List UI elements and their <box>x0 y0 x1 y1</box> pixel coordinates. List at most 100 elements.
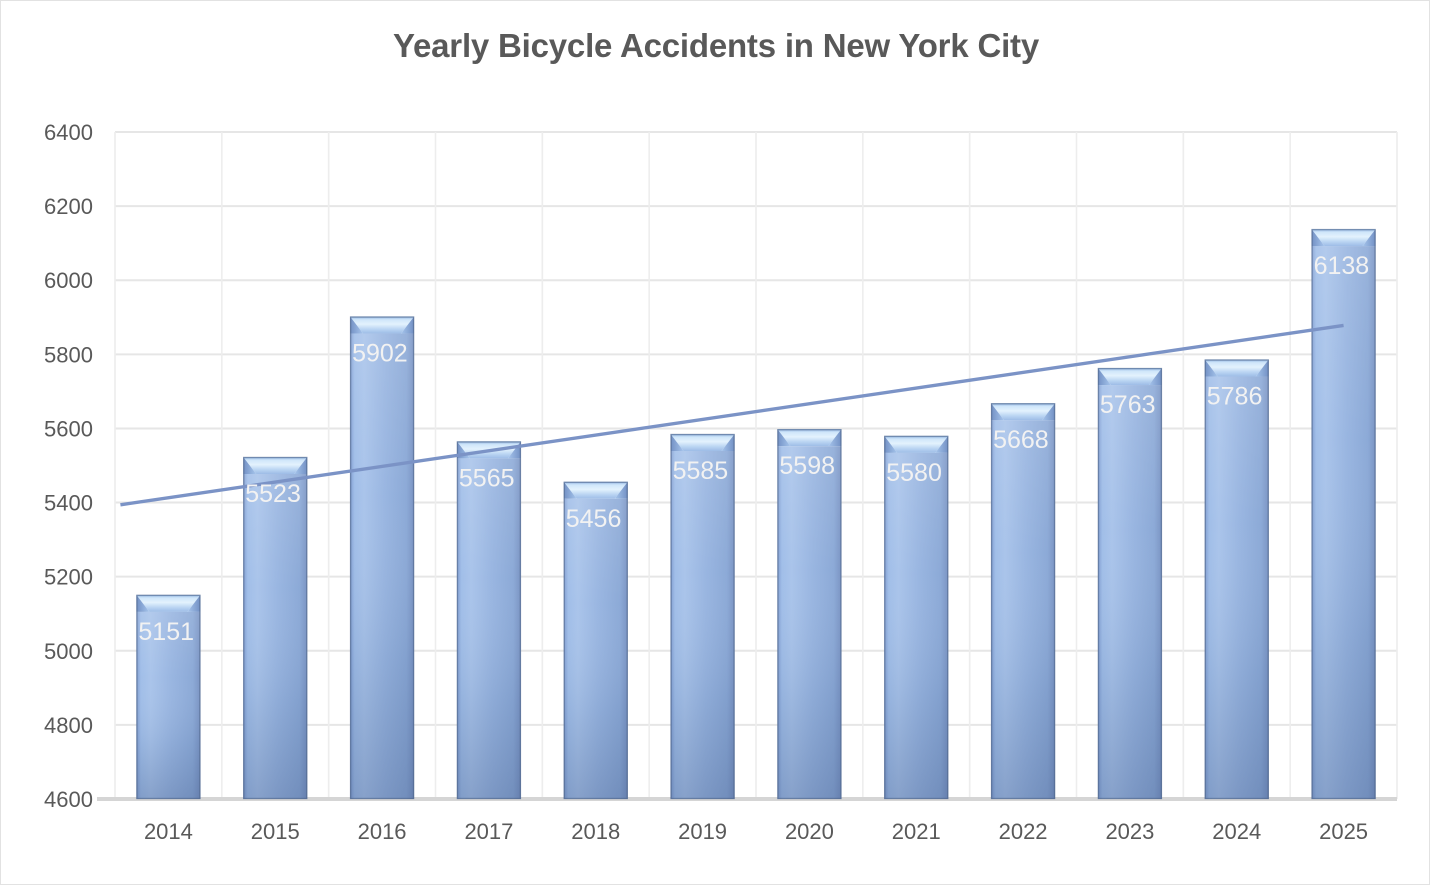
bar-outline <box>1204 359 1269 800</box>
x-axis-tick-labels: 2014 2015 2016 2017 2018 2019 2020 2021 2022 2023… <box>144 819 1368 844</box>
y-axis-tick-label: 5000 <box>44 639 93 664</box>
bar-series <box>136 228 1376 800</box>
x-axis-tick-label: 2019 <box>678 819 727 844</box>
bar-outline <box>884 435 949 800</box>
bar-bevel-right <box>935 435 949 453</box>
bar[interactable] <box>1204 359 1269 800</box>
x-axis-tick-label: 2014 <box>144 819 193 844</box>
bar[interactable] <box>136 594 201 800</box>
bar-shading <box>563 498 628 799</box>
bar-top-cap <box>136 594 201 612</box>
bar-bevel-right <box>401 316 415 334</box>
bar-data-label: 5456 <box>566 505 622 533</box>
bar-outline <box>1311 228 1376 800</box>
bar-bevel-left <box>1204 359 1218 377</box>
bar-shading <box>991 420 1056 799</box>
chart-title: Yearly Bicycle Accidents in New York Cit… <box>393 27 1039 64</box>
bar-top-cap <box>563 481 628 499</box>
bar-bevel-right <box>1042 403 1056 421</box>
trendline <box>120 323 1344 507</box>
bar-outline <box>349 316 415 800</box>
bar-outline <box>563 481 628 800</box>
bar-bevel-left <box>350 316 364 334</box>
bar-shading <box>243 473 308 799</box>
bar-data-label: 5585 <box>673 457 729 485</box>
bar-data-label: 6138 <box>1314 252 1370 280</box>
bar-outline <box>456 441 522 800</box>
bar-top-cap <box>1311 229 1376 247</box>
bar-data-label: 5763 <box>1100 391 1156 419</box>
bar-shading <box>777 446 842 799</box>
bar-top-cap <box>777 429 842 447</box>
bar-top-cap <box>1204 359 1269 377</box>
x-axis-tick-label: 2024 <box>1212 819 1261 844</box>
bar-bevel-right <box>721 434 735 452</box>
bar-top-cap <box>884 435 949 453</box>
y-axis-tick-label: 5200 <box>44 565 93 590</box>
y-axis-tick-label: 4600 <box>44 787 93 812</box>
bar[interactable] <box>884 435 949 800</box>
x-axis-tick-label: 2015 <box>251 819 300 844</box>
bar-outline <box>243 456 308 800</box>
x-axis-tick-label: 2016 <box>358 819 407 844</box>
bar-top-cap <box>991 403 1056 421</box>
bar-outline <box>777 428 842 800</box>
bar-data-label: 5565 <box>459 464 515 492</box>
x-axis-tick-label: 2022 <box>999 819 1048 844</box>
y-axis-tick-label: 4800 <box>44 713 93 738</box>
bar-shading <box>136 611 201 799</box>
vertical-gridlines <box>114 132 1398 799</box>
bar[interactable] <box>670 433 735 800</box>
bar-bevel-left <box>563 481 577 499</box>
bar[interactable] <box>563 481 628 800</box>
bar-data-label: 5598 <box>779 452 835 480</box>
y-axis-tick-label: 6200 <box>44 194 93 219</box>
x-axis-tick-label: 2018 <box>571 819 620 844</box>
bar-data-label: 5668 <box>993 426 1049 454</box>
bar[interactable] <box>243 456 308 800</box>
bar-outline <box>670 433 735 800</box>
bar-bevel-right <box>1148 368 1162 386</box>
bar-bevel-left <box>1097 368 1111 386</box>
bar-data-labels: 5151 5523 5902 5565 5456 5585 5598 5580 5668 5763… <box>138 252 1369 646</box>
bar-bevel-left <box>670 434 684 452</box>
y-axis-tick-label: 6000 <box>44 268 93 293</box>
bar-bevel-right <box>828 429 842 447</box>
bar[interactable] <box>349 316 415 800</box>
bar-bevel-right <box>614 481 628 499</box>
bar[interactable] <box>990 403 1056 800</box>
bar-data-label: 5580 <box>886 459 942 487</box>
bar-outline <box>136 594 201 800</box>
x-axis-tick-label: 2023 <box>1105 819 1154 844</box>
bar-outline <box>990 403 1056 800</box>
bar-data-label: 5523 <box>245 480 301 508</box>
bar-shading <box>884 452 949 799</box>
bar-data-label: 5786 <box>1207 383 1263 411</box>
bar-shading <box>670 451 735 799</box>
y-axis-tick-label: 5400 <box>44 491 93 516</box>
bar[interactable] <box>1311 228 1376 800</box>
bar[interactable] <box>1097 367 1163 800</box>
x-axis-tick-label: 2017 <box>464 819 513 844</box>
bar-shading <box>1204 376 1269 799</box>
bar-outline <box>1097 367 1163 800</box>
bar-bevel-right <box>187 594 201 612</box>
bar-shading <box>456 458 521 799</box>
bar-bevel-right <box>294 456 308 474</box>
bar-data-label: 5151 <box>138 618 194 646</box>
bar-bevel-right <box>1362 229 1376 247</box>
bar[interactable] <box>777 428 842 800</box>
bar-bevel-left <box>991 403 1005 421</box>
bar-shading <box>1311 246 1376 799</box>
y-axis-tick-labels: 6400 6200 6000 5800 5600 5400 5200 5000 4800 4600 <box>44 120 93 812</box>
bar-shading <box>350 333 415 799</box>
bar-top-cap <box>1097 368 1162 386</box>
y-axis-tick-label: 5800 <box>44 342 93 367</box>
bar-top-cap <box>243 456 308 474</box>
bar[interactable] <box>456 441 522 800</box>
bar-bevel-right <box>1255 359 1269 377</box>
bar-bevel-left <box>136 594 150 612</box>
bar-bevel-left <box>777 429 791 447</box>
